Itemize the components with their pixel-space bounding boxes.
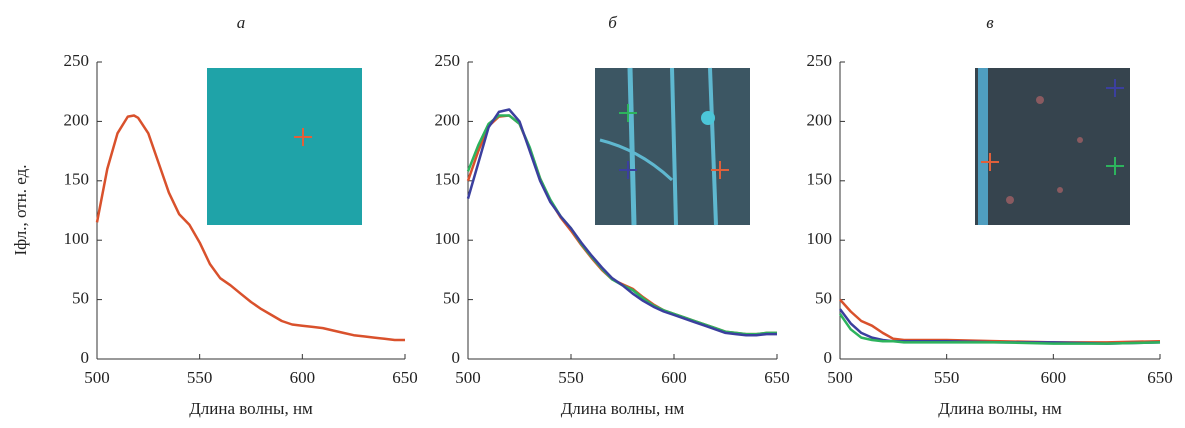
x-tick-label: 600 bbox=[290, 368, 316, 387]
series-line bbox=[838, 308, 1161, 345]
y-tick-label: 250 bbox=[64, 51, 90, 70]
inset-c bbox=[975, 68, 1130, 225]
panel: 0 50 100 150 200 250 500 550 600 650 а Длина волны,… bbox=[11, 13, 418, 418]
y-tick-label: 50 bbox=[815, 289, 832, 308]
x-tick-label: 550 bbox=[187, 368, 213, 387]
x-tick-label: 600 bbox=[661, 368, 687, 387]
x-axis-label: Длина волны, нм bbox=[938, 399, 1062, 418]
series-line bbox=[838, 313, 1161, 345]
x-tick-label: 650 bbox=[1147, 368, 1173, 387]
y-tick-label: 100 bbox=[64, 229, 90, 248]
x-tick-label: 500 bbox=[84, 368, 110, 387]
y-tick-label: 150 bbox=[807, 170, 833, 189]
series-line bbox=[839, 298, 1161, 344]
x-tick-label: 500 bbox=[455, 368, 481, 387]
inset-b bbox=[595, 67, 750, 226]
x-axis-label: Длина волны, нм bbox=[189, 399, 313, 418]
x-tick-label: 500 bbox=[827, 368, 853, 387]
y-tick-label: 100 bbox=[807, 229, 833, 248]
x-tick-label: 650 bbox=[764, 368, 790, 387]
y-tick-label: 200 bbox=[807, 110, 833, 129]
y-axis-label: Iфл., отн. ед. bbox=[11, 164, 30, 255]
inset-a bbox=[207, 68, 362, 225]
y-tick-label: 250 bbox=[807, 51, 833, 70]
panel-title: в bbox=[986, 13, 994, 32]
panel-title: а bbox=[237, 13, 246, 32]
series-line bbox=[466, 108, 777, 337]
x-tick-label: 600 bbox=[1041, 368, 1067, 387]
y-tick-label: 0 bbox=[824, 348, 833, 367]
series-line bbox=[95, 114, 405, 342]
y-tick-label: 100 bbox=[435, 229, 461, 248]
x-tick-label: 650 bbox=[392, 368, 418, 387]
panel-title: б bbox=[608, 13, 617, 32]
y-tick-label: 150 bbox=[64, 170, 90, 189]
x-tick-label: 550 bbox=[934, 368, 960, 387]
y-tick-label: 200 bbox=[64, 110, 90, 129]
x-tick-label: 550 bbox=[558, 368, 584, 387]
y-tick-label: 200 bbox=[435, 110, 461, 129]
panel: 0 50 100 150 200 250 500 550 600 650 б Длина волны,… bbox=[435, 13, 790, 418]
y-tick-label: 150 bbox=[435, 170, 461, 189]
y-tick-label: 250 bbox=[435, 51, 461, 70]
y-tick-label: 50 bbox=[443, 289, 460, 308]
panel: 0 50 100 150 200 250 500 550 600 650 в Длина волны,… bbox=[807, 13, 1173, 418]
y-tick-label: 0 bbox=[452, 348, 461, 367]
x-axis-label: Длина волны, нм bbox=[561, 399, 685, 418]
y-tick-label: 50 bbox=[72, 289, 89, 308]
y-tick-label: 0 bbox=[81, 348, 90, 367]
